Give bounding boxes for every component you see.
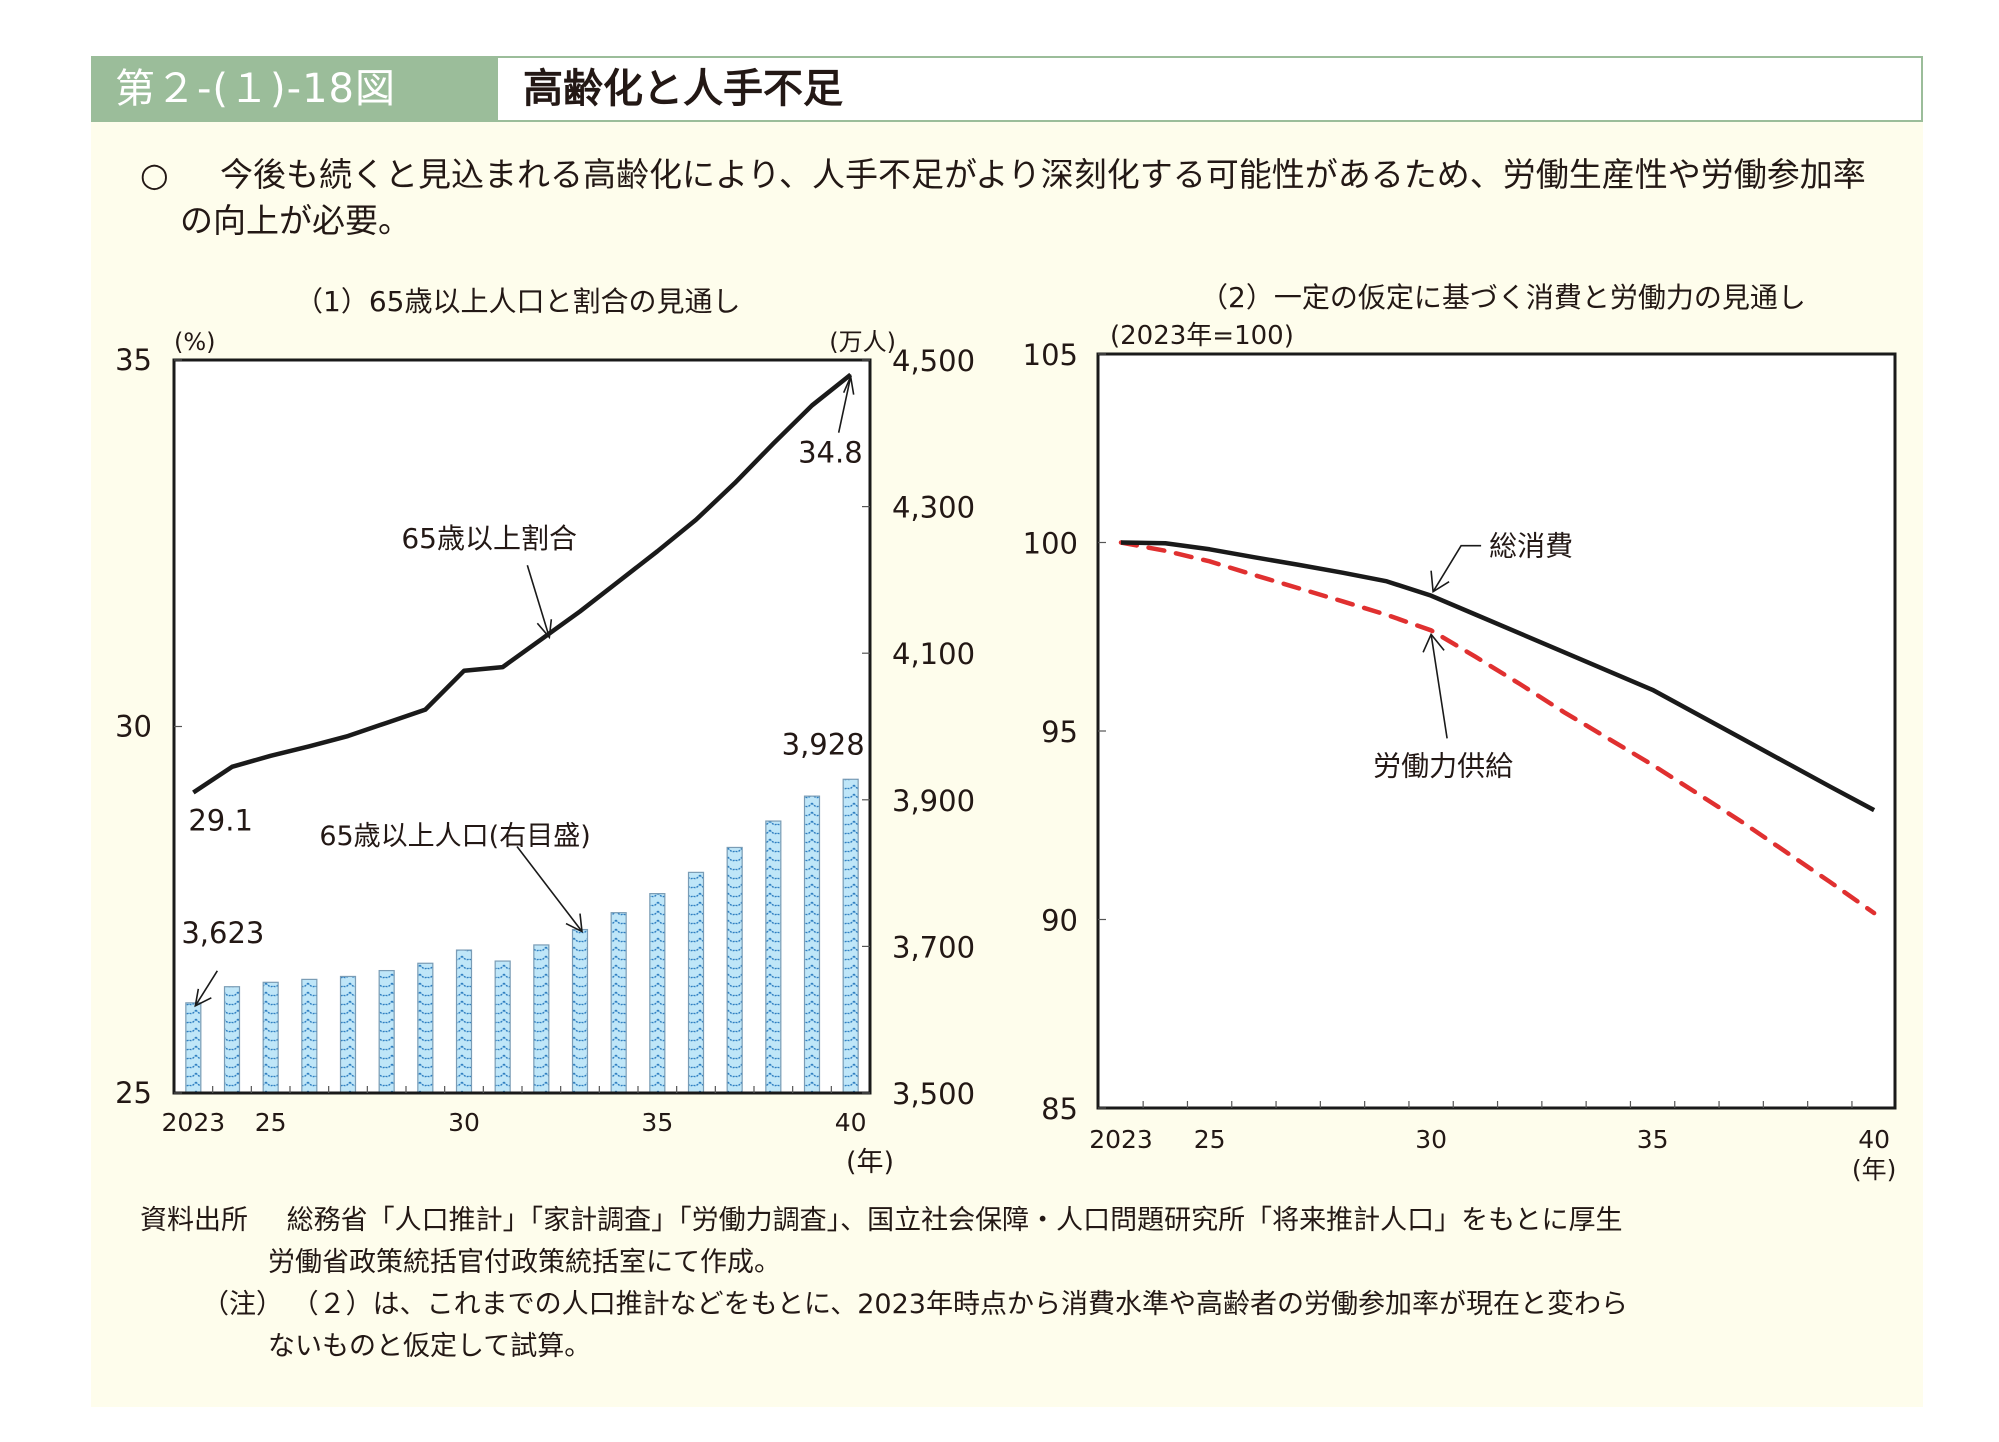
line-end-arrowhead bbox=[842, 373, 855, 395]
line-total-consumption bbox=[1120, 540, 1876, 813]
bar-2030 bbox=[455, 949, 473, 1094]
chart2-plot-bg bbox=[1098, 354, 1895, 1108]
chart1-x-label: 40 bbox=[835, 1108, 867, 1137]
chart1-right-label: 3,900 bbox=[892, 784, 975, 818]
summary: ○ 今後も続くと見込まれる高齢化により、人手不足がより深刻化する可能性があるため… bbox=[140, 152, 1880, 244]
chart2-y-label: 105 bbox=[1023, 338, 1078, 372]
chart2-y-unit: (2023年=100) bbox=[1110, 321, 1294, 351]
bar-2039 bbox=[803, 795, 821, 1094]
source-line2: 労働省政策統括官付政策統括室にて作成。 bbox=[268, 1247, 781, 1278]
bullet-icon: ○ bbox=[140, 155, 169, 194]
bar-2036 bbox=[687, 871, 705, 1094]
bar-series-label: 65歳以上人口(右目盛) bbox=[319, 821, 590, 852]
note-row: （注） （２）は、これまでの人口推計などをもとに、2023年時点から消費水準や高… bbox=[140, 1284, 1900, 1326]
bar-2032 bbox=[533, 944, 550, 1094]
chart2-x-unit: (年) bbox=[1852, 1155, 1897, 1184]
series-label-labor-supply: 労働力供給 bbox=[1373, 749, 1513, 782]
chart1-right-label: 4,500 bbox=[892, 344, 975, 378]
labor-supply-arrow bbox=[1430, 634, 1448, 739]
bar-2033 bbox=[571, 928, 589, 1094]
figure-header: 第２-(１)-18図 高齢化と人手不足 bbox=[91, 56, 1923, 122]
chart2-x-label: 35 bbox=[1637, 1125, 1669, 1154]
line-65plus-ratio bbox=[192, 372, 853, 795]
total-consumption-arrowhead bbox=[1430, 570, 1450, 594]
chart1-x-label: 25 bbox=[255, 1108, 287, 1137]
chart1-right-label: 3,500 bbox=[892, 1077, 975, 1111]
chart2-y-label: 90 bbox=[1041, 904, 1078, 938]
bar-2031 bbox=[494, 960, 511, 1094]
figure-title: 高齢化と人手不足 bbox=[523, 66, 843, 112]
line-start-label: 29.1 bbox=[188, 803, 253, 837]
bar-2023 bbox=[185, 1002, 202, 1094]
chart1-x-label: 30 bbox=[448, 1108, 480, 1137]
chart2-y-label: 95 bbox=[1041, 715, 1078, 749]
bar-start-arrow bbox=[194, 970, 219, 1007]
chart1-left-unit: (%) bbox=[174, 328, 216, 356]
bar-2040 bbox=[842, 778, 859, 1094]
bar-2025 bbox=[262, 981, 279, 1094]
source-line1: 総務省「人口推計」「家計調査」「労働力調査」、国立社会保障・人口問題研究所「将来… bbox=[286, 1205, 1623, 1236]
chart1-left-label: 35 bbox=[115, 343, 152, 377]
chart2-x-label: 40 bbox=[1858, 1125, 1890, 1154]
bar-2037 bbox=[726, 846, 743, 1094]
figure-number: 第２-(１)-18図 bbox=[93, 58, 498, 120]
note-line2: ないものと仮定して試算。 bbox=[268, 1331, 592, 1362]
bar-label-arrowhead bbox=[565, 913, 583, 933]
source-label: 資料出所 bbox=[140, 1205, 248, 1236]
total-consumption-arrow bbox=[1432, 544, 1482, 593]
chart2-x-label: 30 bbox=[1415, 1125, 1447, 1154]
line-labor-supply bbox=[1118, 540, 1877, 916]
bar-label-arrow bbox=[516, 846, 583, 933]
chart1-plot-bg bbox=[174, 360, 870, 1093]
chart1-title: （1）65歳以上人口と割合の見通し bbox=[295, 285, 741, 318]
series-label-total-consumption: 総消費 bbox=[1489, 530, 1573, 563]
note-line1: （２）は、これまでの人口推計などをもとに、2023年時点から消費水準や高齢者の労… bbox=[291, 1289, 1628, 1320]
chart2-x-label: 25 bbox=[1194, 1125, 1226, 1154]
bar-end-label: 3,928 bbox=[782, 727, 865, 761]
chart1-right-label: 4,100 bbox=[892, 637, 975, 671]
chart1-x-label: 35 bbox=[641, 1108, 673, 1137]
chart2-x-label: 2023 bbox=[1089, 1125, 1153, 1154]
bar-2034 bbox=[610, 912, 627, 1094]
bar-2024 bbox=[223, 986, 241, 1094]
chart1-right-label: 4,300 bbox=[892, 491, 975, 525]
line-label-arrow bbox=[526, 565, 551, 638]
bar-2038 bbox=[765, 820, 782, 1094]
labor-supply-arrowhead bbox=[1422, 632, 1445, 653]
source-block: 資料出所 総務省「人口推計」「家計調査」「労働力調査」、国立社会保障・人口問題研… bbox=[140, 1200, 1900, 1368]
chart1: 2023 25 30 35 40 (年) 25 30 35 (%) 3,500 3,700 3,900 4… bbox=[115, 328, 975, 1178]
line-series-label: 65歳以上割合 bbox=[401, 522, 577, 555]
bar-start-label: 3,623 bbox=[181, 916, 264, 950]
line-end-label: 34.8 bbox=[798, 436, 863, 470]
chart2-y-label: 100 bbox=[1023, 527, 1078, 561]
line-end-arrow bbox=[837, 376, 852, 433]
chart1-right-unit: (万人) bbox=[829, 328, 896, 356]
bar-2027 bbox=[339, 975, 357, 1094]
bar-2029 bbox=[417, 962, 434, 1094]
chart2-title: （2）一定の仮定に基づく消費と労働力の見通し bbox=[1200, 281, 1806, 314]
summary-text: 今後も続くと見込まれる高齢化により、人手不足がより深刻化する可能性があるため、労… bbox=[180, 155, 1866, 240]
bar-2035 bbox=[649, 893, 666, 1094]
source-row: 資料出所 総務省「人口推計」「家計調査」「労働力調査」、国立社会保障・人口問題研… bbox=[140, 1200, 1900, 1242]
line-label-arrowhead bbox=[536, 619, 553, 640]
chart1-x-label: 2023 bbox=[162, 1108, 226, 1137]
bar-2028 bbox=[378, 969, 395, 1094]
chart1-right-label: 3,700 bbox=[892, 930, 975, 964]
chart2: 2023 25 30 35 40(年) 85 90 95 100 105 (2023年=100) 総消… bbox=[1023, 321, 1897, 1184]
chart1-x-unit: (年) bbox=[846, 1147, 894, 1178]
bar-2026 bbox=[301, 978, 318, 1094]
chart2-y-label: 85 bbox=[1041, 1092, 1078, 1126]
bar-start-arrowhead bbox=[194, 988, 212, 1008]
chart1-left-label: 30 bbox=[115, 710, 152, 744]
note-label: （注） bbox=[202, 1289, 283, 1320]
chart1-left-label: 25 bbox=[115, 1076, 152, 1110]
